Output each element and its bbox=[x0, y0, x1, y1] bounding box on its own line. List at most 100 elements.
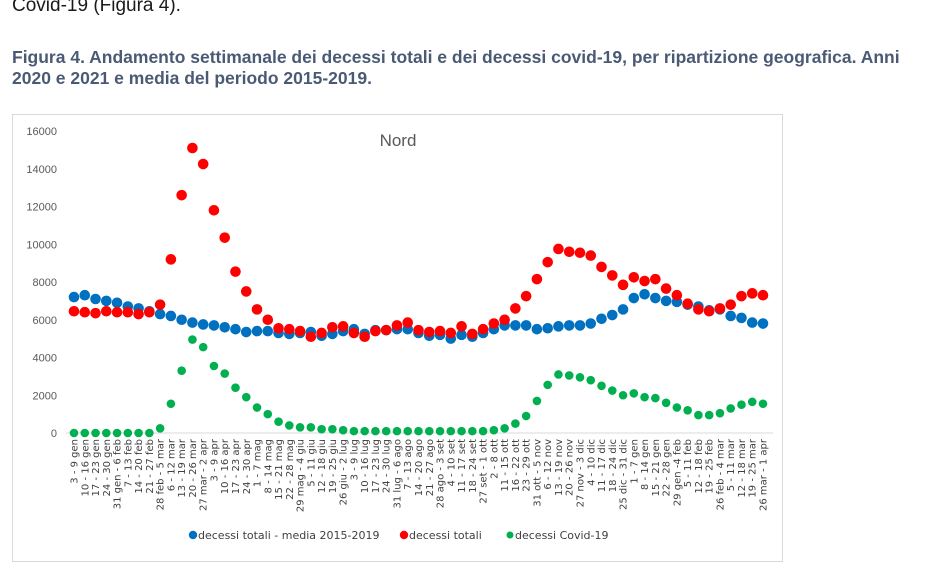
y-tick-label: 2000 bbox=[33, 390, 57, 402]
data-point bbox=[650, 292, 661, 304]
data-point bbox=[306, 423, 316, 432]
data-point bbox=[316, 327, 327, 339]
data-point bbox=[693, 304, 704, 315]
data-point bbox=[726, 404, 736, 413]
series-2 bbox=[69, 335, 768, 438]
data-point bbox=[520, 320, 532, 331]
x-tick-label: 2 - 8 ott bbox=[489, 439, 500, 479]
data-point bbox=[90, 293, 101, 305]
data-point bbox=[597, 381, 606, 391]
data-point bbox=[651, 393, 660, 403]
data-point bbox=[305, 331, 317, 343]
data-point bbox=[694, 410, 703, 420]
data-point bbox=[251, 304, 263, 315]
data-point bbox=[564, 371, 574, 380]
data-point bbox=[240, 326, 252, 338]
data-point bbox=[176, 314, 187, 326]
intro-text: Covid-19 (Figura 4). bbox=[12, 0, 181, 16]
x-tick-label: 18 - 24 set bbox=[468, 439, 479, 493]
y-tick-label: 10000 bbox=[26, 239, 57, 251]
data-point bbox=[618, 390, 628, 400]
data-point bbox=[403, 426, 413, 436]
data-point bbox=[68, 291, 80, 303]
data-point bbox=[187, 142, 198, 154]
data-point bbox=[671, 289, 683, 301]
data-point bbox=[617, 279, 629, 291]
legend: decessi totali - media 2015-2019 decessi … bbox=[188, 529, 609, 542]
x-tick-label: 5 - 11 mar bbox=[726, 438, 737, 491]
x-tick-label: 26 mar - 1 apr bbox=[759, 438, 770, 511]
data-point bbox=[553, 243, 564, 255]
x-tick-label: 29 mag - 4 giu bbox=[296, 439, 307, 512]
data-point bbox=[166, 399, 176, 409]
data-point bbox=[639, 275, 650, 287]
x-tick-label: 5 - 11 feb bbox=[683, 439, 694, 487]
data-point bbox=[606, 270, 618, 281]
data-point bbox=[241, 392, 251, 402]
data-point bbox=[359, 331, 370, 343]
x-tick-label: 21 - 27 feb bbox=[145, 439, 156, 494]
x-tick-label: 28 feb - 5 mar bbox=[156, 438, 167, 510]
data-point bbox=[725, 310, 737, 322]
data-point bbox=[477, 323, 489, 335]
x-tick-label: 21 - 27 ago bbox=[425, 439, 436, 496]
data-point bbox=[101, 428, 111, 438]
x-tick-label: 16 - 22 ott bbox=[511, 439, 522, 492]
data-point bbox=[596, 261, 607, 273]
data-point bbox=[262, 314, 274, 326]
data-point bbox=[478, 426, 488, 436]
x-tick-label: 13 - 19 mar bbox=[177, 438, 188, 497]
data-point bbox=[682, 298, 693, 310]
data-point bbox=[79, 306, 91, 318]
data-point bbox=[122, 306, 134, 318]
data-point bbox=[381, 426, 391, 436]
data-point bbox=[197, 158, 209, 170]
data-point bbox=[380, 324, 392, 336]
y-axis: 0 2000 4000 6000 8000 10000 12000 14000 16000 bbox=[26, 126, 57, 440]
data-point bbox=[219, 232, 231, 243]
data-point bbox=[628, 292, 640, 304]
data-point bbox=[661, 398, 671, 408]
x-tick-label: 27 mar - 2 apr bbox=[199, 438, 210, 511]
legend-label: decessi totali bbox=[409, 529, 482, 542]
data-point bbox=[220, 369, 230, 378]
data-point bbox=[392, 426, 402, 436]
data-point bbox=[155, 423, 165, 433]
x-tick-label: 7 - 13 ago bbox=[403, 439, 414, 490]
x-tick-label: 6 - 12 nov bbox=[543, 439, 554, 490]
data-point bbox=[531, 323, 543, 335]
data-point bbox=[446, 426, 456, 436]
figure-caption: Figura 4. Andamento settimanale dei dece… bbox=[12, 47, 900, 88]
data-point bbox=[197, 319, 209, 330]
data-point bbox=[230, 266, 241, 277]
data-point bbox=[660, 295, 672, 307]
data-point bbox=[714, 303, 726, 314]
data-point bbox=[348, 327, 360, 339]
data-point bbox=[510, 320, 521, 331]
x-tick-label: 5 - 11 giu bbox=[306, 439, 317, 487]
data-point bbox=[349, 426, 359, 436]
data-point bbox=[531, 273, 543, 285]
data-point bbox=[154, 299, 166, 310]
x-tick-label: 1 - 7 mag bbox=[253, 439, 264, 487]
data-point bbox=[231, 383, 240, 393]
legend-marker bbox=[188, 530, 198, 540]
data-point bbox=[402, 317, 414, 328]
data-point bbox=[285, 421, 294, 430]
data-point bbox=[177, 366, 186, 376]
data-point bbox=[521, 411, 531, 421]
data-point bbox=[628, 271, 640, 283]
legend-label: decessi Covid-19 bbox=[515, 529, 609, 542]
data-point bbox=[240, 286, 252, 297]
data-point bbox=[715, 408, 725, 418]
data-point bbox=[154, 308, 166, 320]
data-point bbox=[423, 326, 435, 338]
x-tick-label: 19 - 25 mar bbox=[748, 438, 759, 497]
data-point bbox=[371, 426, 380, 436]
x-tick-label: 17 - 23 lug bbox=[371, 439, 382, 493]
series-1 bbox=[68, 142, 769, 343]
data-point bbox=[176, 189, 187, 201]
data-point bbox=[468, 426, 477, 436]
x-tick-label: 4 - 10 dic bbox=[586, 439, 597, 486]
data-point bbox=[123, 428, 133, 438]
